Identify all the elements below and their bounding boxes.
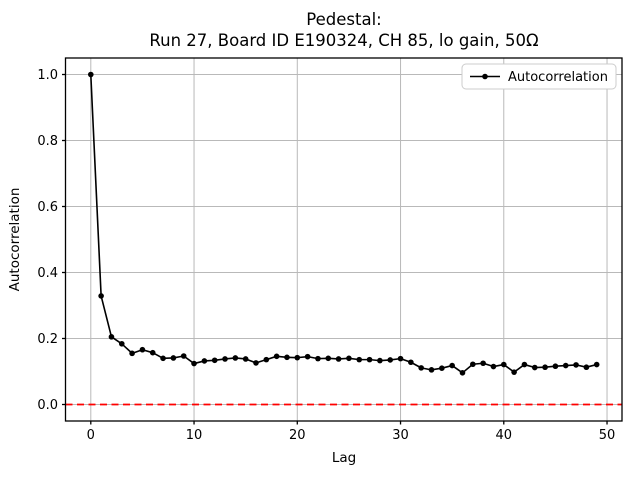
y-tick-label: 0.8 — [37, 134, 58, 149]
data-point — [160, 355, 166, 362]
data-point — [118, 340, 125, 347]
data-point — [191, 360, 197, 367]
data-point — [315, 355, 321, 362]
autocorrelation-line — [89, 74, 597, 374]
data-point — [366, 356, 373, 363]
data-point — [346, 355, 352, 362]
data-point — [490, 363, 497, 370]
y-tick-label: 0.4 — [37, 266, 58, 281]
data-point — [356, 356, 363, 363]
data-point — [325, 355, 332, 362]
data-point — [397, 355, 404, 362]
data-point — [108, 334, 115, 340]
data-point — [222, 356, 228, 362]
chart-title-line1: Pedestal: — [306, 10, 381, 29]
data-point — [253, 360, 259, 366]
data-point — [470, 361, 476, 368]
data-point — [294, 354, 301, 361]
data-point — [562, 362, 569, 369]
x-axis-label: Lag — [332, 450, 356, 466]
axis-layer: 0 10 20 30 40 50 0.0 0.2 0.4 0.6 0.8 1.0 — [37, 57, 623, 443]
data-point — [449, 362, 455, 369]
data-point — [170, 355, 177, 361]
x-tick-label: 10 — [186, 428, 203, 443]
legend-box — [461, 63, 617, 90]
data-point — [408, 359, 414, 366]
x-tick-label: 30 — [392, 428, 409, 443]
legend: Autocorrelation — [461, 63, 617, 90]
data-point — [263, 356, 270, 363]
data-point — [232, 355, 239, 361]
data-point — [459, 370, 466, 376]
y-axis-label: Autocorrelation — [7, 188, 23, 292]
legend-sample-marker — [482, 73, 488, 80]
data-point — [201, 358, 208, 364]
x-tick-label: 50 — [599, 428, 616, 443]
data-point — [593, 361, 600, 368]
data-point — [428, 367, 435, 373]
data-point — [139, 346, 146, 353]
data-point — [335, 356, 342, 362]
data-point — [98, 293, 104, 299]
plot-border — [64, 57, 623, 422]
y-tick-label: 1.0 — [37, 68, 58, 83]
x-tick-label: 40 — [496, 428, 513, 443]
data-point — [500, 361, 507, 368]
data-point — [304, 353, 311, 360]
data-point — [573, 362, 579, 368]
y-tick-label: 0.6 — [37, 200, 58, 215]
data-point — [552, 363, 559, 370]
x-tick-label: 20 — [289, 428, 306, 443]
data-point — [439, 365, 445, 372]
data-point — [87, 71, 94, 78]
data-point — [273, 353, 280, 360]
data-point — [149, 349, 156, 356]
data-layer — [65, 71, 622, 406]
data-point — [284, 354, 290, 361]
legend-label: Autocorrelation — [508, 70, 608, 85]
data-point — [531, 364, 538, 371]
data-point — [129, 350, 135, 357]
data-point — [242, 356, 249, 362]
data-point — [583, 364, 590, 371]
data-point — [542, 364, 548, 371]
y-tick-label: 0.2 — [37, 332, 58, 347]
data-point — [377, 357, 383, 364]
chart-title-line2: Run 27, Board ID E190324, CH 85, lo gain… — [149, 31, 538, 50]
data-point — [180, 353, 187, 359]
data-point — [521, 361, 528, 368]
data-point — [211, 357, 218, 364]
x-tick-label: 0 — [87, 428, 95, 443]
data-point — [511, 369, 517, 375]
y-tick-label: 0.0 — [37, 398, 58, 413]
grid-layer — [65, 58, 622, 421]
data-point — [480, 360, 486, 367]
data-point — [418, 365, 424, 371]
data-point — [387, 357, 394, 363]
